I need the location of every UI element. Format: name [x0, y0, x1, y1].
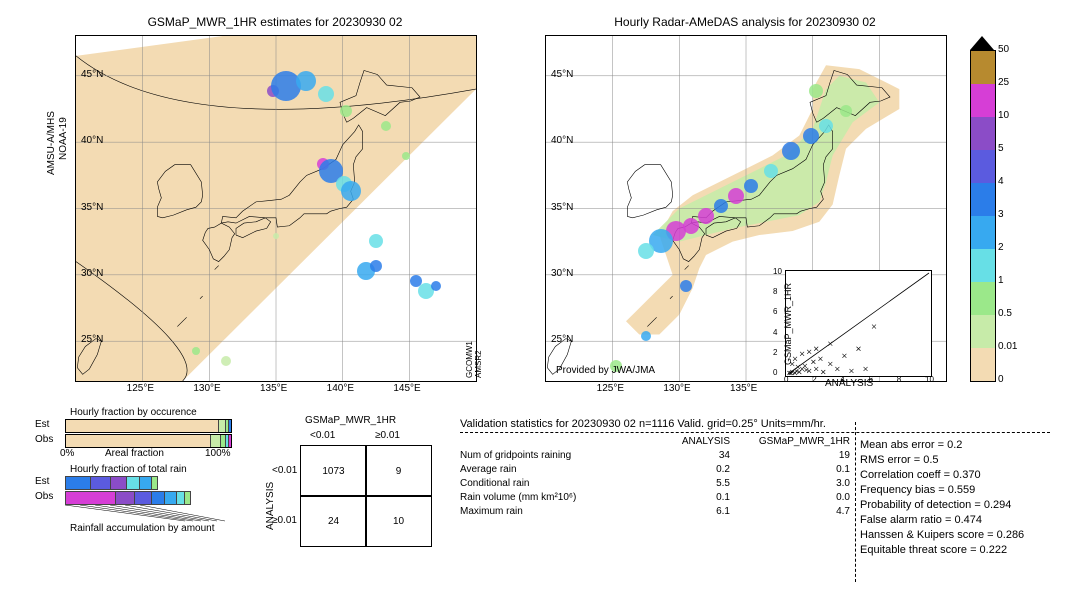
xtick-label: 130°E: [663, 383, 690, 394]
validation-metric: Hanssen & Kuipers score = 0.286: [860, 529, 1070, 541]
fraction-row-label: Est: [35, 419, 49, 430]
left-map: [75, 35, 477, 382]
fraction-xlabel: Areal fraction: [105, 448, 164, 459]
xtick-label: 125°E: [597, 383, 624, 394]
ytick-label: 25°N: [551, 334, 573, 345]
xtick-label: 130°E: [193, 383, 220, 394]
left-map-title: GSMaP_MWR_1HR estimates for 20230930 02: [75, 15, 475, 29]
fraction-segment: [115, 491, 137, 505]
fraction-segment: [184, 491, 191, 505]
ct-cell: 24: [300, 495, 367, 547]
scatter-xtick: 6: [869, 375, 873, 384]
scatter-ylabel: GSMaP_MWR_1HR: [783, 283, 793, 365]
ytick-label: 25°N: [81, 334, 103, 345]
xtick-label: 135°E: [730, 383, 757, 394]
ytick-label: 40°N: [81, 135, 103, 146]
fraction-segment: [90, 476, 112, 490]
scatter-ytick: 2: [773, 348, 777, 357]
cb-label: 2: [998, 242, 1004, 253]
cb-label: 10: [998, 110, 1009, 121]
ct-row-label: <0.01: [272, 465, 297, 476]
ytick-label: 35°N: [551, 202, 573, 213]
validation-metric: Probability of detection = 0.294: [860, 499, 1070, 511]
xtick-label: 135°E: [260, 383, 287, 394]
ytick-label: 45°N: [81, 69, 103, 80]
validation-right: Mean abs error = 0.2 RMS error = 0.5 Corre…: [860, 436, 1070, 559]
scatter-ytick: 6: [773, 307, 777, 316]
scatter-xtick: 2: [812, 375, 816, 384]
fraction-title: Rainfall accumulation by amount: [70, 523, 235, 534]
ct-col-label: <0.01: [310, 430, 335, 441]
small-vert-label: AMSR2: [474, 350, 483, 378]
ytick-label: 35°N: [81, 202, 103, 213]
scatter-ytick: 0: [773, 368, 777, 377]
fraction-title: Hourly fraction by occurence: [70, 407, 235, 418]
ct-cell: 1073: [300, 445, 367, 497]
scatter-ytick: 10: [773, 267, 782, 276]
ytick-label: 30°N: [551, 268, 573, 279]
small-vert-label: GCOMW1: [465, 341, 474, 378]
scatter-xtick: 10: [925, 375, 934, 384]
fraction-row-label: Obs: [35, 434, 53, 445]
map-credit: Provided by JWA/JMA: [556, 365, 655, 376]
ct-cell: 10: [365, 495, 432, 547]
cb-label: 0: [998, 374, 1004, 385]
ct-title: GSMaP_MWR_1HR: [305, 415, 396, 426]
cb-label: 25: [998, 77, 1009, 88]
cb-label: 50: [998, 44, 1009, 55]
left-map-sensor1: NOAA-19: [58, 117, 69, 160]
validation-metric: RMS error = 0.5: [860, 454, 1070, 466]
fraction-segment: [65, 491, 117, 505]
cb-label: 4: [998, 176, 1004, 187]
fraction-xtick: 0%: [60, 448, 74, 459]
contingency-table: GSMaP_MWR_1HR<0.01≥0.01ANALYSIS<0.01≥0.0…: [260, 415, 440, 565]
fraction-segment: [65, 476, 92, 490]
scatter-xlabel: ANALYSIS: [825, 378, 873, 389]
fraction-row-label: Est: [35, 476, 49, 487]
scatter-panel: [785, 270, 932, 377]
validation-metric: False alarm ratio = 0.474: [860, 514, 1070, 526]
cb-label: 0.5: [998, 308, 1012, 319]
fraction-panel: Hourly fraction by occurence Est Obs 0% Area…: [35, 405, 235, 534]
fraction-title: Hourly fraction of total rain: [70, 464, 235, 475]
scatter-xtick: 4: [840, 375, 844, 384]
validation-metric: Equitable threat score = 0.222: [860, 544, 1070, 556]
cb-label: 3: [998, 209, 1004, 220]
xtick-label: 125°E: [127, 383, 154, 394]
fraction-row-label: Obs: [35, 491, 53, 502]
xtick-label: 140°E: [327, 383, 354, 394]
xtick-label: 145°E: [393, 383, 420, 394]
scatter-ytick: 8: [773, 287, 777, 296]
left-map-sensor2: AMSU-A/MHS: [46, 111, 57, 175]
fraction-xtick: 100%: [205, 448, 231, 459]
right-map-title: Hourly Radar-AMeDAS analysis for 2023093…: [545, 15, 945, 29]
validation-metric: Correlation coeff = 0.370: [860, 469, 1070, 481]
ytick-label: 40°N: [551, 135, 573, 146]
cb-label: 0.01: [998, 341, 1017, 352]
scatter-ytick: 4: [773, 328, 777, 337]
validation-metric: Frequency bias = 0.559: [860, 484, 1070, 496]
ct-cell: 9: [365, 445, 432, 497]
ct-row-label: ≥0.01: [272, 515, 297, 526]
scatter-xtick: 0: [784, 375, 788, 384]
validation-title: Validation statistics for 20230930 02 n=…: [460, 418, 1060, 430]
ytick-label: 45°N: [551, 69, 573, 80]
cb-label: 5: [998, 143, 1004, 154]
validation-metric: Mean abs error = 0.2: [860, 439, 1070, 451]
ytick-label: 30°N: [81, 268, 103, 279]
colorbar-arrow: [970, 36, 994, 50]
fraction-segment: [151, 476, 158, 490]
validation-stats: Validation statistics for 20230930 02 n=…: [460, 418, 1060, 520]
ct-col-label: ≥0.01: [375, 430, 400, 441]
colorbar: [970, 50, 996, 382]
cb-label: 1: [998, 275, 1004, 286]
scatter-xtick: 8: [897, 375, 901, 384]
